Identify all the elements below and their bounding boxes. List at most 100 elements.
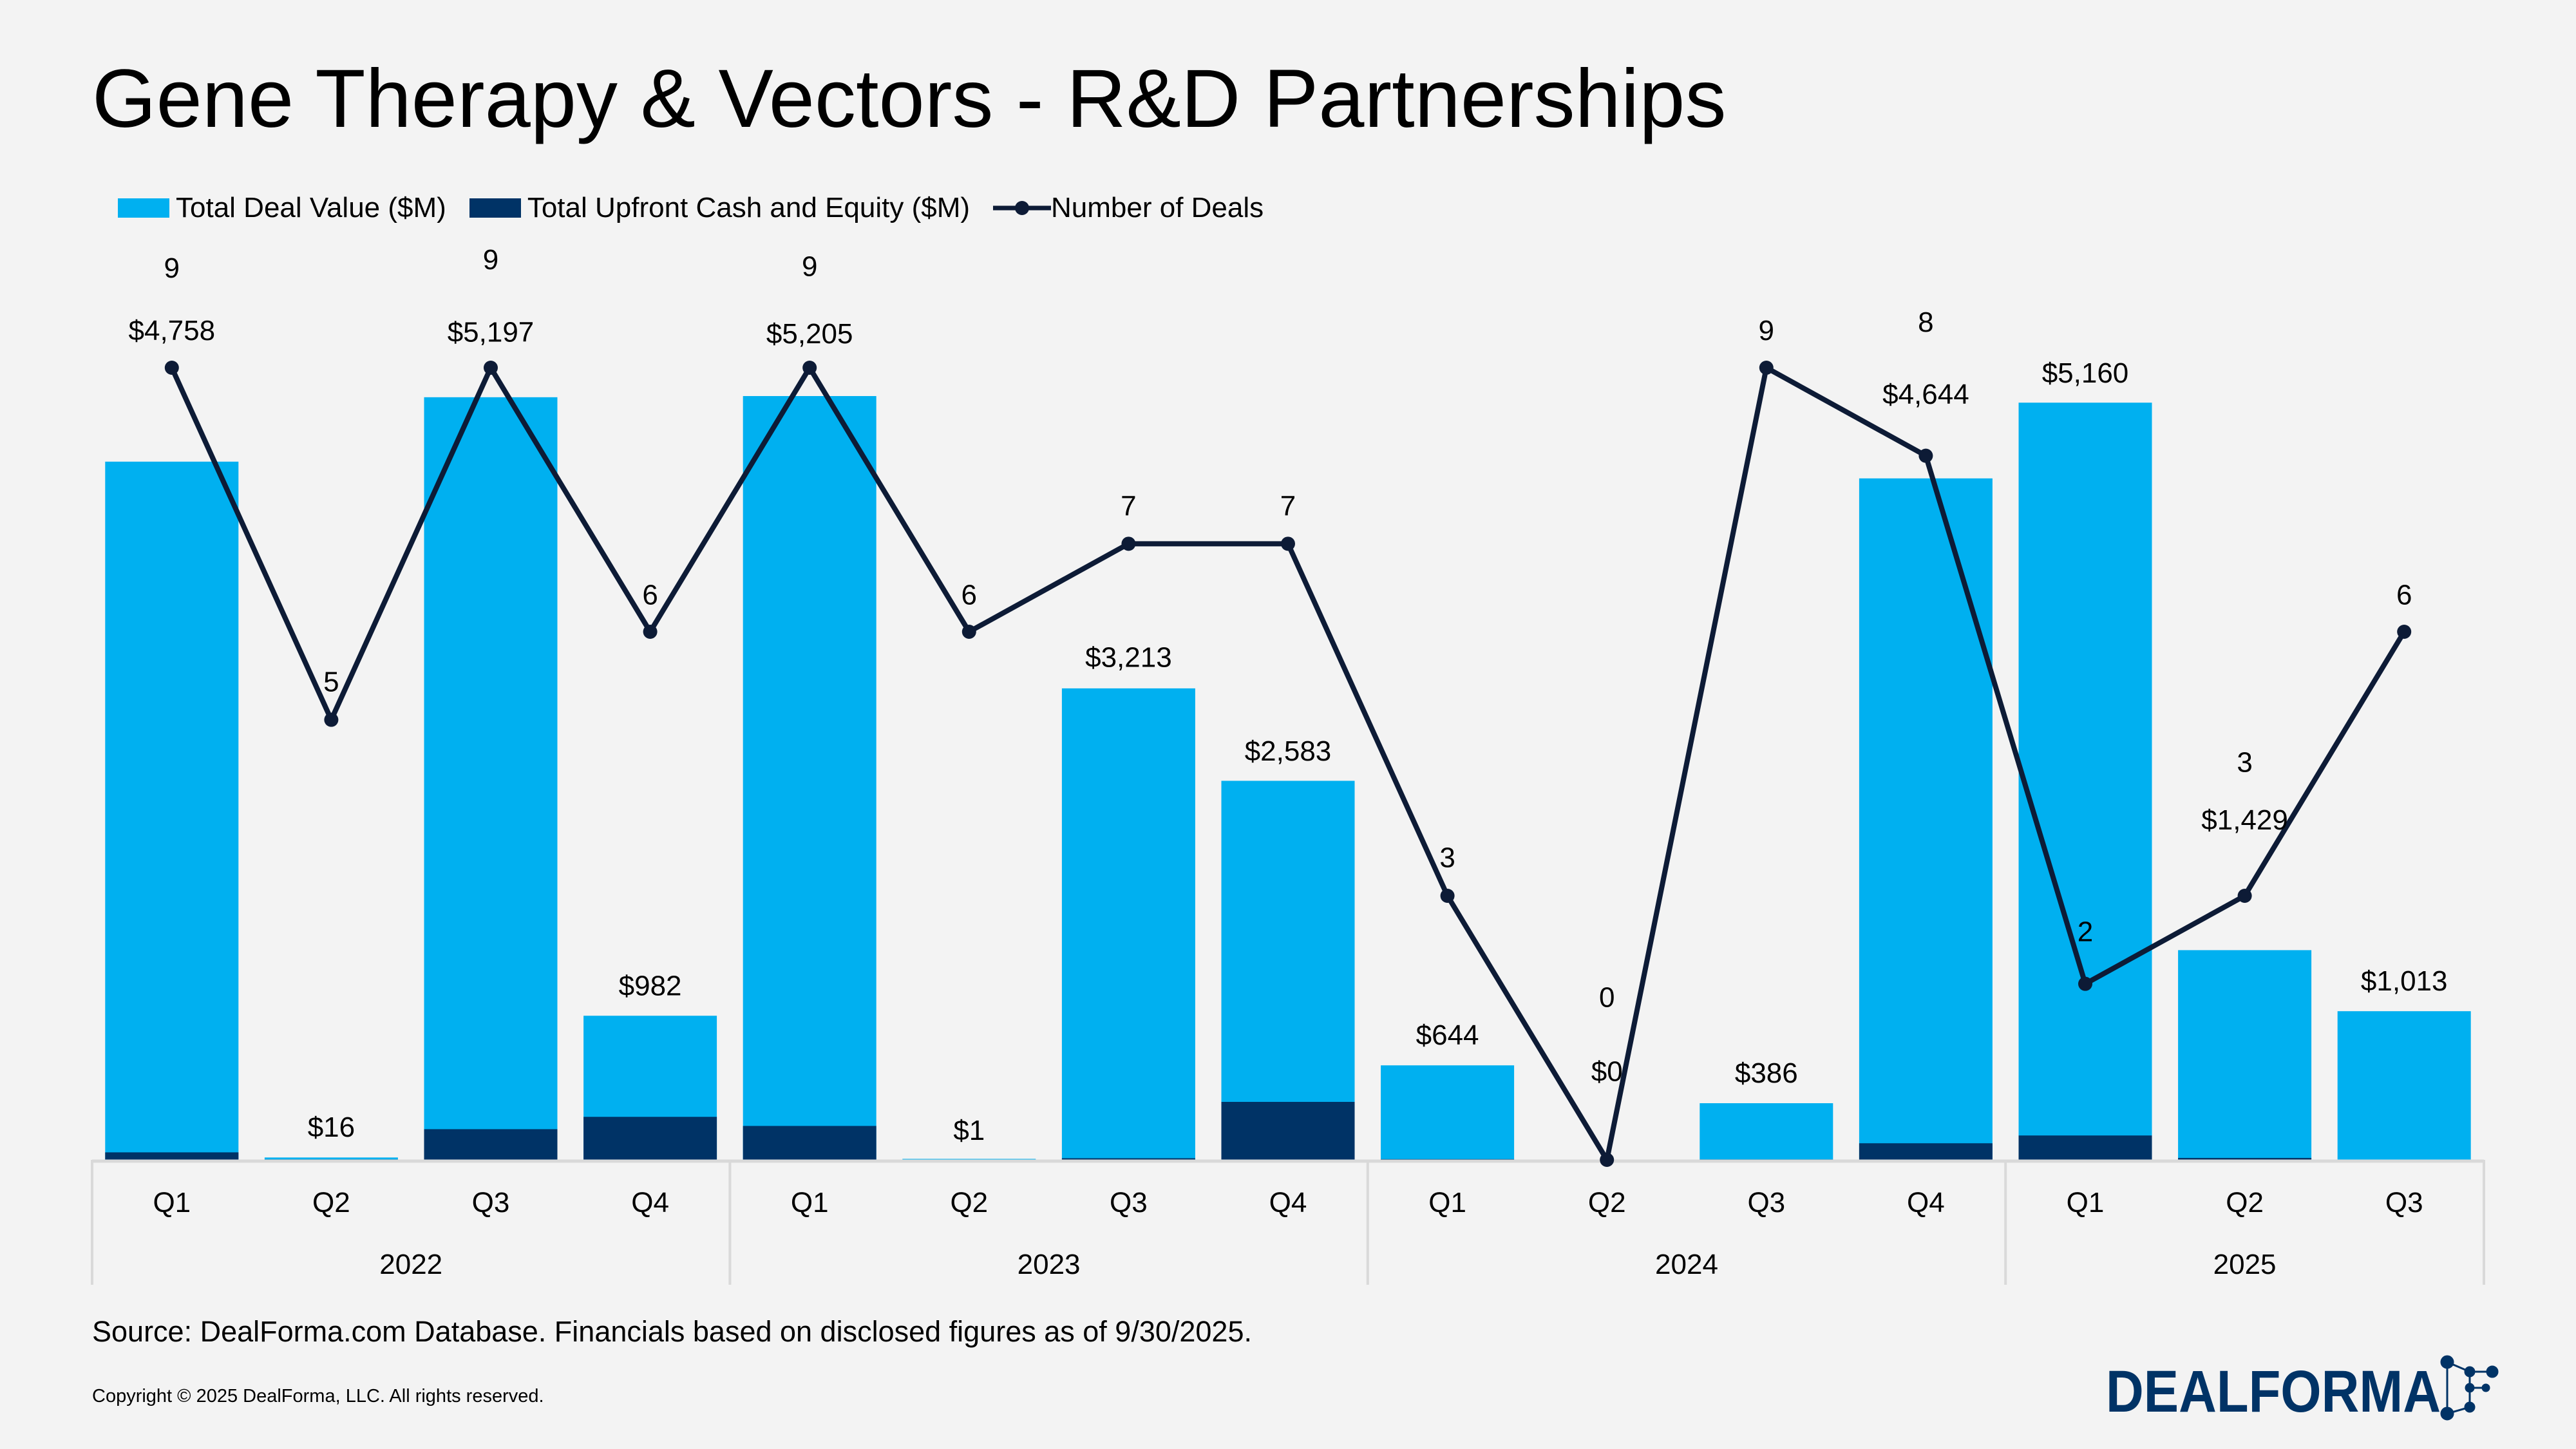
bar-upfront [743,1126,876,1160]
x-tick-label: Q2 [1588,1187,1626,1218]
deal-count-label: 6 [642,579,658,611]
legend-item-upfront: Total Upfront Cash and Equity ($M) [469,192,970,224]
deals-point [1759,361,1774,375]
legend-label-upfront: Total Upfront Cash and Equity ($M) [527,192,971,223]
deal-count-label: 8 [1918,307,1933,338]
bar-value-label: $16 [308,1112,355,1143]
deals-point [1440,889,1455,903]
deals-point [324,712,339,727]
bar-total-value [1221,781,1355,1160]
bar-value-label: $1,013 [2361,965,2448,997]
x-tick-label: Q4 [631,1187,669,1218]
x-tick-label: Q3 [1110,1187,1148,1218]
bar-value-label: $4,644 [1882,379,1969,410]
bar-upfront [1061,1158,1195,1160]
x-tick-label: Q2 [2226,1187,2264,1218]
deal-count-label: 5 [323,667,339,698]
copyright-note: Copyright © 2025 DealForma, LLC. All rig… [92,1386,544,1406]
bar-value-label: $5,205 [766,318,853,350]
bar-total-value [424,397,558,1160]
bar-total-value [1859,478,1993,1160]
x-tick-label: Q2 [950,1187,988,1218]
bar-total-value [2018,402,2152,1160]
dealforma-logo: DEALFORMA [2106,1355,2499,1423]
legend-swatch-upfront [469,198,521,218]
deals-point [961,625,976,639]
deal-count-label: 7 [1121,491,1136,522]
bar-total-value [902,1159,1036,1160]
deals-point [802,361,817,375]
x-tick-label: Q1 [791,1187,829,1218]
legend-item-deals: Number of Deals [993,192,1264,224]
bar-total-value [264,1157,398,1160]
bar-upfront [583,1117,717,1160]
deal-count-label: 9 [1759,315,1774,346]
bar-total-value [105,461,239,1160]
x-tick-label: Q3 [472,1187,510,1218]
deals-point [484,361,498,375]
bar-value-label: $4,758 [129,315,216,346]
x-tick-label: Q4 [1907,1187,1945,1218]
deal-count-label: 6 [961,579,977,611]
bar-upfront [2178,1158,2312,1160]
bar-upfront [424,1129,558,1160]
chart-title: Gene Therapy & Vectors - R&D Partnership… [92,53,1727,145]
deal-count-label: 9 [483,244,498,276]
x-group-label: 2022 [379,1249,442,1280]
x-tick-label: Q1 [153,1187,191,1218]
deals-point [643,625,658,639]
bar-upfront [105,1152,239,1160]
bar-value-label: $5,160 [2042,357,2129,389]
legend-line-marker-icon [993,201,1052,215]
deal-count-label: 0 [1599,981,1615,1013]
x-group-label: 2025 [2213,1249,2277,1280]
deals-point [1600,1153,1615,1167]
svg-text:DEALFORMA: DEALFORMA [2106,1359,2441,1423]
bar-value-label: $5,197 [448,316,535,348]
bar-value-label: $0 [1591,1056,1623,1087]
source-note: Source: DealForma.com Database. Financia… [92,1315,1252,1348]
deals-point [2078,976,2092,991]
bar-total-value [2178,950,2312,1160]
bar-value-label: $1 [953,1115,985,1146]
deals-point [1281,536,1295,551]
x-tick-label: Q3 [1747,1187,1785,1218]
bar-value-label: $2,583 [1245,735,1332,767]
deal-count-label: 7 [1280,491,1296,522]
deals-point [2397,625,2412,639]
deal-count-label: 9 [802,251,817,282]
x-group-label: 2023 [1018,1249,1081,1280]
bar-value-label: $386 [1735,1057,1798,1089]
bar-value-label: $982 [619,971,682,1002]
deal-count-label: 3 [2237,747,2252,779]
deals-point [164,361,179,375]
bar-upfront [1221,1101,1355,1160]
x-group-label: 2024 [1655,1249,1718,1280]
bar-upfront [1859,1143,1993,1160]
legend-item-total: Total Deal Value ($M) [118,192,446,224]
deal-count-label: 6 [2396,579,2412,611]
deal-count-label: 9 [164,252,180,284]
deals-point [1918,448,1933,463]
legend: Total Deal Value ($M) Total Upfront Cash… [118,192,1287,224]
bar-upfront [2018,1135,2152,1160]
deals-point [1121,536,1136,551]
bar-upfront [1381,1159,1515,1160]
x-tick-label: Q2 [312,1187,350,1218]
x-tick-label: Q1 [2067,1187,2105,1218]
x-tick-label: Q3 [2385,1187,2423,1218]
legend-label-deals: Number of Deals [1051,192,1264,223]
deal-count-label: 2 [2078,916,2093,947]
bar-total-value [1061,688,1195,1160]
bar-total-value [1700,1103,1833,1160]
bar-total-value [1381,1065,1515,1160]
deal-count-label: 3 [1439,842,1455,874]
bar-value-label: $3,213 [1085,641,1172,673]
x-tick-label: Q4 [1269,1187,1307,1218]
bar-value-label: $1,429 [2201,804,2288,836]
bar-total-value [2337,1011,2471,1160]
deals-point [2237,889,2252,903]
legend-label-total: Total Deal Value ($M) [176,192,446,223]
legend-swatch-total [118,198,169,218]
